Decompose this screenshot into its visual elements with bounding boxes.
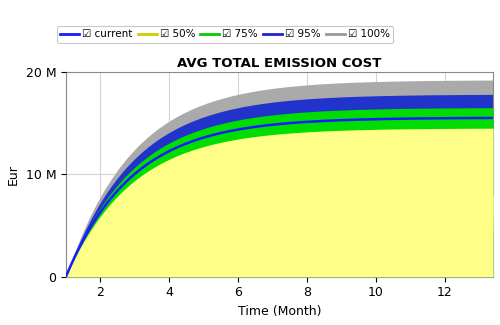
Title: AVG TOTAL EMISSION COST: AVG TOTAL EMISSION COST [178, 57, 382, 70]
Legend: ☑ current, ☑ 50%, ☑ 75%, ☑ 95%, ☑ 100%: ☑ current, ☑ 50%, ☑ 75%, ☑ 95%, ☑ 100% [58, 26, 393, 43]
X-axis label: Time (Month): Time (Month) [238, 305, 321, 318]
Y-axis label: Eur: Eur [7, 164, 20, 185]
